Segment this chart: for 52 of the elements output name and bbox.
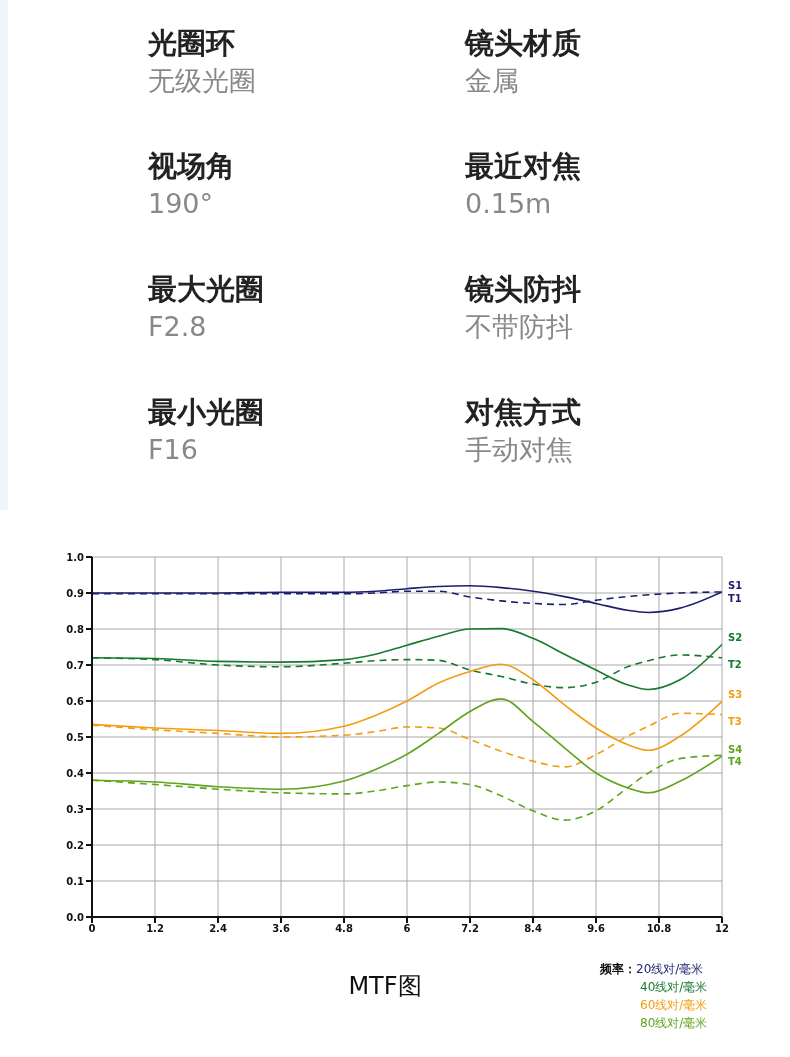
- series-label: T2: [728, 658, 742, 670]
- text: 无级光圈: [148, 64, 256, 98]
- text: 手动对焦: [465, 433, 574, 467]
- text: 金属: [465, 64, 520, 98]
- y-tick-label: 0.9: [66, 587, 85, 599]
- y-tick-label: 0.2: [66, 839, 85, 851]
- text: 视场角: [148, 148, 235, 185]
- text: 0.15m: [465, 187, 553, 221]
- x-tick-label: 0: [88, 923, 96, 935]
- y-tick-label: 0.8: [66, 623, 85, 635]
- text: 190°: [148, 187, 215, 221]
- y-tick-label: 0.6: [66, 695, 85, 707]
- y-tick-label: 1.0: [66, 551, 85, 563]
- x-tick-label: 10.8: [646, 923, 672, 935]
- x-tick-label: 1.2: [146, 923, 164, 935]
- y-tick-label: 0.5: [66, 731, 85, 743]
- x-tick-label: 7.2: [461, 923, 479, 935]
- y-tick-label: 0.0: [66, 911, 85, 923]
- y-tick-label: 0.7: [66, 659, 85, 671]
- text: 镜头材质: [465, 25, 581, 62]
- x-tick-label: 4.8: [335, 923, 353, 935]
- series-label: S4: [728, 744, 743, 756]
- text: 光圈环: [148, 25, 236, 62]
- text: 对焦方式: [465, 394, 581, 431]
- series-label: T3: [728, 715, 742, 727]
- x-tick-label: 2.4: [209, 923, 227, 935]
- y-tick-label: 0.1: [66, 875, 85, 887]
- text: 最大光圈: [148, 271, 264, 308]
- text: 20线对/毫米: [636, 962, 704, 976]
- text: 40线对/毫米: [640, 980, 708, 994]
- text: 频率：: [600, 962, 636, 976]
- text: 镜头防抖: [465, 271, 581, 308]
- text: MTF图: [347, 971, 423, 1002]
- x-tick-label: 12: [715, 923, 729, 935]
- text: 最小光圈: [148, 394, 264, 431]
- x-tick-label: 8.4: [524, 923, 542, 935]
- y-tick-label: 0.4: [66, 767, 85, 779]
- series-label: S2: [728, 632, 743, 644]
- text: 最近对焦: [465, 148, 581, 185]
- x-tick-label: 3.6: [272, 923, 290, 935]
- series-label: T1: [728, 592, 742, 604]
- series-label: T4: [728, 756, 742, 768]
- text: 不带防抖: [465, 310, 574, 344]
- text: F16: [148, 433, 199, 467]
- series-label: S1: [728, 579, 743, 591]
- x-tick-label: 9.6: [587, 923, 605, 935]
- text: 60线对/毫米: [640, 998, 708, 1012]
- x-tick-label: 6: [403, 923, 411, 935]
- text: 80线对/毫米: [640, 1016, 708, 1030]
- y-tick-label: 0.3: [66, 803, 85, 815]
- text: F2.8: [148, 310, 208, 344]
- series-label: S3: [728, 689, 743, 701]
